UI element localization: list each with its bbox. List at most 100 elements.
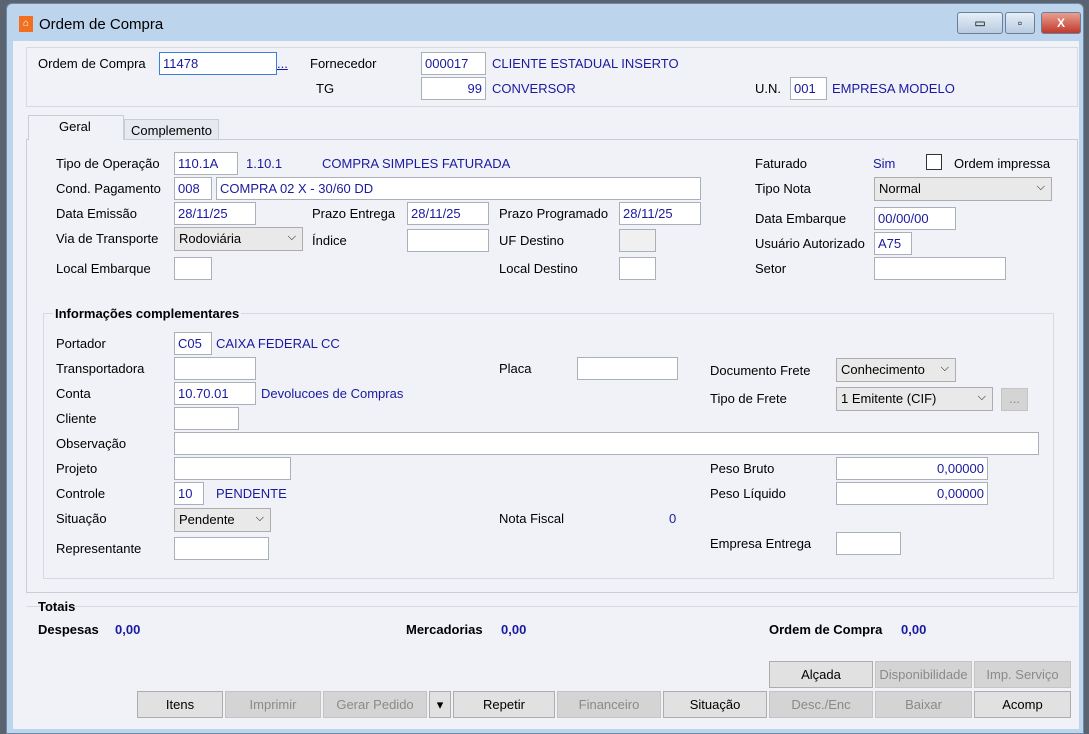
cond-pagamento-desc-input[interactable]: COMPRA 02 X - 30/60 DD bbox=[216, 177, 701, 200]
disponibilidade-button[interactable]: Disponibilidade bbox=[875, 661, 972, 688]
alcada-button[interactable]: Alçada bbox=[769, 661, 873, 688]
close-button[interactable]: X bbox=[1041, 12, 1081, 34]
conta-name: Devolucoes de Compras bbox=[261, 386, 404, 401]
cliente-input[interactable] bbox=[174, 407, 239, 430]
prazo-programado-label: Prazo Programado bbox=[499, 206, 609, 221]
faturado-label: Faturado bbox=[755, 156, 808, 171]
ordem-input[interactable]: 11478 bbox=[159, 52, 277, 75]
fornecedor-name: CLIENTE ESTADUAL INSERTO bbox=[492, 56, 679, 71]
chevron-down-icon: ⌵ bbox=[255, 512, 264, 524]
situacao-button[interactable]: Situação bbox=[663, 691, 767, 718]
cliente-label: Cliente bbox=[56, 411, 97, 426]
conta-input[interactable]: 10.70.01 bbox=[174, 382, 256, 405]
projeto-input[interactable] bbox=[174, 457, 291, 480]
local-embarque-input[interactable] bbox=[174, 257, 212, 280]
repetir-button[interactable]: Repetir bbox=[453, 691, 555, 718]
chevron-down-icon: ⌵ bbox=[977, 391, 986, 403]
via-transporte-value: Rodoviária bbox=[179, 231, 242, 246]
representante-input[interactable] bbox=[174, 537, 269, 560]
data-emissao-input[interactable]: 28/11/25 bbox=[174, 202, 256, 225]
mercadorias-value: 0,00 bbox=[501, 622, 527, 637]
observacao-input[interactable] bbox=[174, 432, 1039, 455]
data-embarque-label: Data Embarque bbox=[755, 211, 847, 226]
placa-label: Placa bbox=[499, 361, 532, 376]
prazo-entrega-label: Prazo Entrega bbox=[312, 206, 396, 221]
tipo-operacao-input[interactable]: 110.1A bbox=[174, 152, 238, 175]
nota-fiscal-value: 0 bbox=[669, 511, 677, 526]
desc-enc-button[interactable]: Desc./Enc bbox=[769, 691, 873, 718]
usuario-autorizado-input[interactable]: A75 bbox=[874, 232, 912, 255]
uf-destino-input[interactable] bbox=[619, 229, 656, 252]
financeiro-button[interactable]: Financeiro bbox=[557, 691, 661, 718]
chevron-down-icon: ⌵ bbox=[287, 231, 296, 243]
uf-destino-label: UF Destino bbox=[499, 233, 565, 248]
fornecedor-code-input[interactable]: 000017 bbox=[421, 52, 486, 75]
tipo-nota-select[interactable]: Normal ⌵ bbox=[874, 177, 1052, 201]
local-destino-input[interactable] bbox=[619, 257, 656, 280]
total-ordem-label: Ordem de Compra bbox=[769, 622, 883, 637]
cond-pagamento-label: Cond. Pagamento bbox=[56, 181, 161, 196]
empresa-entrega-input[interactable] bbox=[836, 532, 901, 555]
peso-bruto-input[interactable]: 0,00000 bbox=[836, 457, 988, 480]
mercadorias-label: Mercadorias bbox=[406, 622, 483, 637]
totais-title: Totais bbox=[38, 599, 76, 614]
documento-frete-select[interactable]: Conhecimento ⌵ bbox=[836, 358, 956, 382]
controle-input[interactable]: 10 bbox=[174, 482, 204, 505]
peso-liquido-input[interactable]: 0,00000 bbox=[836, 482, 988, 505]
situacao-label: Situação bbox=[56, 511, 107, 526]
local-embarque-label: Local Embarque bbox=[56, 261, 151, 276]
transportadora-input[interactable] bbox=[174, 357, 256, 380]
total-ordem-value: 0,00 bbox=[901, 622, 927, 637]
info-group-title: Informações complementares bbox=[53, 306, 242, 321]
ordem-impressa-label: Ordem impressa bbox=[954, 156, 1051, 171]
setor-input[interactable] bbox=[874, 257, 1006, 280]
tab-complemento[interactable]: Complemento bbox=[124, 119, 219, 140]
prazo-programado-input[interactable]: 28/11/25 bbox=[619, 202, 701, 225]
minimize-button[interactable]: ▭ bbox=[957, 12, 1003, 34]
indice-input[interactable] bbox=[407, 229, 489, 252]
data-embarque-input[interactable]: 00/00/00 bbox=[874, 207, 956, 230]
tipo-nota-value: Normal bbox=[879, 181, 921, 196]
ordem-label: Ordem de Compra bbox=[38, 56, 146, 71]
window-title: Ordem de Compra bbox=[39, 16, 164, 33]
indice-label: Índice bbox=[312, 233, 347, 248]
documento-frete-value: Conhecimento bbox=[841, 362, 925, 377]
chevron-down-icon: ⌵ bbox=[1036, 181, 1045, 193]
documento-frete-label: Documento Frete bbox=[710, 363, 811, 378]
imprimir-button[interactable]: Imprimir bbox=[225, 691, 321, 718]
app-icon: ⌂ bbox=[19, 16, 33, 32]
situacao-select[interactable]: Pendente ⌵ bbox=[174, 508, 271, 532]
restore-button[interactable]: ▫ bbox=[1005, 12, 1035, 34]
gerar-pedido-button[interactable]: Gerar Pedido bbox=[323, 691, 427, 718]
tab-geral[interactable]: Geral bbox=[28, 115, 124, 140]
despesas-label: Despesas bbox=[38, 622, 99, 637]
gerar-pedido-dropdown-button[interactable]: ▾ bbox=[429, 691, 451, 718]
via-transporte-select[interactable]: Rodoviária ⌵ bbox=[174, 227, 303, 251]
portador-name: CAIXA FEDERAL CC bbox=[216, 336, 340, 351]
tipo-frete-more-button[interactable]: ... bbox=[1001, 388, 1028, 411]
tipo-nota-label: Tipo Nota bbox=[755, 181, 811, 196]
tipo-frete-select[interactable]: 1 Emitente (CIF) ⌵ bbox=[836, 387, 993, 411]
baixar-button[interactable]: Baixar bbox=[875, 691, 972, 718]
ordem-impressa-checkbox[interactable] bbox=[926, 154, 942, 170]
tipo-operacao-label: Tipo de Operação bbox=[56, 156, 160, 171]
setor-label: Setor bbox=[755, 261, 787, 276]
chevron-down-icon: ⌵ bbox=[940, 362, 949, 374]
prazo-entrega-input[interactable]: 28/11/25 bbox=[407, 202, 489, 225]
tg-code-input[interactable]: 99 bbox=[421, 77, 486, 100]
data-emissao-label: Data Emissão bbox=[56, 206, 137, 221]
placa-input[interactable] bbox=[577, 357, 678, 380]
imp-servico-button[interactable]: Imp. Serviço bbox=[974, 661, 1071, 688]
conta-label: Conta bbox=[56, 386, 91, 401]
acomp-button[interactable]: Acomp bbox=[974, 691, 1071, 718]
itens-button[interactable]: Itens bbox=[137, 691, 223, 718]
un-code-input[interactable]: 001 bbox=[790, 77, 827, 100]
controle-desc: PENDENTE bbox=[216, 486, 287, 501]
peso-liquido-label: Peso Líquido bbox=[710, 486, 786, 501]
tg-name: CONVERSOR bbox=[492, 81, 576, 96]
portador-input[interactable]: C05 bbox=[174, 332, 212, 355]
local-destino-label: Local Destino bbox=[499, 261, 578, 276]
totais-group bbox=[26, 606, 1078, 652]
ordem-lookup-link[interactable]: ... bbox=[277, 56, 288, 71]
cond-pagamento-code-input[interactable]: 008 bbox=[174, 177, 212, 200]
